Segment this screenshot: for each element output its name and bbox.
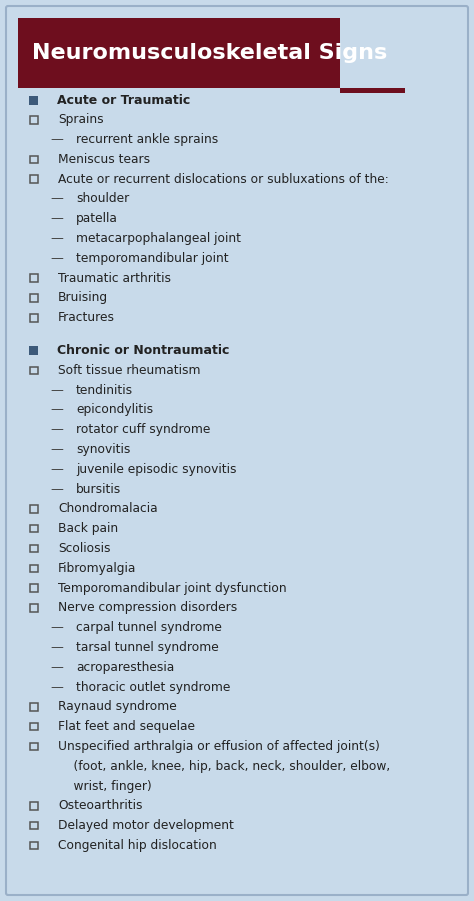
Text: —: —: [50, 621, 63, 634]
Bar: [30, 723, 38, 731]
Text: Traumatic arthritis: Traumatic arthritis: [58, 272, 171, 285]
Text: Acute or Traumatic: Acute or Traumatic: [57, 94, 190, 106]
Text: Osteoarthritis: Osteoarthritis: [58, 799, 143, 813]
Text: epicondylitis: epicondylitis: [76, 404, 153, 416]
Text: shoulder: shoulder: [76, 193, 129, 205]
Text: juvenile episodic synovitis: juvenile episodic synovitis: [76, 463, 237, 476]
Text: —: —: [50, 483, 63, 496]
Text: —: —: [50, 463, 63, 476]
Text: —: —: [50, 193, 63, 205]
Text: Raynaud syndrome: Raynaud syndrome: [58, 700, 177, 714]
Bar: [30, 505, 38, 513]
Bar: [29, 96, 38, 105]
Text: wrist, finger): wrist, finger): [58, 779, 152, 793]
Text: —: —: [50, 404, 63, 416]
Text: Soft tissue rheumatism: Soft tissue rheumatism: [58, 364, 201, 377]
Text: —: —: [50, 252, 63, 265]
Bar: [30, 585, 38, 592]
Text: Congenital hip dislocation: Congenital hip dislocation: [58, 839, 217, 852]
Text: —: —: [50, 641, 63, 654]
Bar: [30, 525, 38, 532]
Text: —: —: [50, 384, 63, 396]
Text: —: —: [50, 660, 63, 674]
Text: patella: patella: [76, 213, 118, 225]
Text: Nerve compression disorders: Nerve compression disorders: [58, 601, 237, 614]
Bar: [30, 822, 38, 830]
Bar: [18, 18, 340, 88]
Text: —: —: [50, 680, 63, 694]
Text: tendinitis: tendinitis: [76, 384, 133, 396]
Text: bursitis: bursitis: [76, 483, 121, 496]
Text: Scoliosis: Scoliosis: [58, 542, 110, 555]
Bar: [29, 346, 38, 355]
Bar: [340, 88, 405, 93]
Text: Sprains: Sprains: [58, 114, 104, 126]
Bar: [30, 742, 38, 751]
Text: —: —: [50, 423, 63, 436]
Text: —: —: [50, 213, 63, 225]
Bar: [30, 565, 38, 572]
Text: Fibromyalgia: Fibromyalgia: [58, 561, 137, 575]
Text: Chronic or Nontraumatic: Chronic or Nontraumatic: [57, 344, 229, 357]
Bar: [30, 545, 38, 552]
Text: Unspecified arthralgia or effusion of affected joint(s): Unspecified arthralgia or effusion of af…: [58, 740, 380, 753]
Text: recurrent ankle sprains: recurrent ankle sprains: [76, 133, 218, 146]
Text: synovitis: synovitis: [76, 443, 130, 456]
Bar: [30, 703, 38, 711]
Bar: [30, 604, 38, 612]
Bar: [30, 295, 38, 302]
Text: Delayed motor development: Delayed motor development: [58, 819, 234, 833]
Text: Neuromusculoskeletal Signs: Neuromusculoskeletal Signs: [32, 43, 387, 63]
Text: Temporomandibular joint dysfunction: Temporomandibular joint dysfunction: [58, 581, 287, 595]
Text: —: —: [50, 232, 63, 245]
Text: Meniscus tears: Meniscus tears: [58, 153, 150, 166]
Bar: [30, 176, 38, 183]
Bar: [30, 367, 38, 374]
Text: —: —: [50, 443, 63, 456]
Bar: [30, 802, 38, 810]
Bar: [30, 842, 38, 850]
Bar: [30, 116, 38, 123]
Text: Fractures: Fractures: [58, 312, 115, 324]
Text: acroparesthesia: acroparesthesia: [76, 660, 174, 674]
Text: Bruising: Bruising: [58, 292, 108, 305]
FancyBboxPatch shape: [6, 6, 468, 895]
Text: Chondromalacia: Chondromalacia: [58, 503, 158, 515]
Text: (foot, ankle, knee, hip, back, neck, shoulder, elbow,: (foot, ankle, knee, hip, back, neck, sho…: [58, 760, 390, 773]
Text: Acute or recurrent dislocations or subluxations of the:: Acute or recurrent dislocations or sublu…: [58, 173, 389, 186]
Text: —: —: [50, 133, 63, 146]
Text: tarsal tunnel syndrome: tarsal tunnel syndrome: [76, 641, 219, 654]
Bar: [30, 275, 38, 282]
Text: temporomandibular joint: temporomandibular joint: [76, 252, 228, 265]
Text: metacarpophalangeal joint: metacarpophalangeal joint: [76, 232, 241, 245]
Text: rotator cuff syndrome: rotator cuff syndrome: [76, 423, 210, 436]
Bar: [30, 314, 38, 322]
Text: carpal tunnel syndrome: carpal tunnel syndrome: [76, 621, 222, 634]
Text: Flat feet and sequelae: Flat feet and sequelae: [58, 720, 195, 733]
Text: Back pain: Back pain: [58, 523, 118, 535]
Text: thoracic outlet syndrome: thoracic outlet syndrome: [76, 680, 230, 694]
Bar: [30, 156, 38, 163]
